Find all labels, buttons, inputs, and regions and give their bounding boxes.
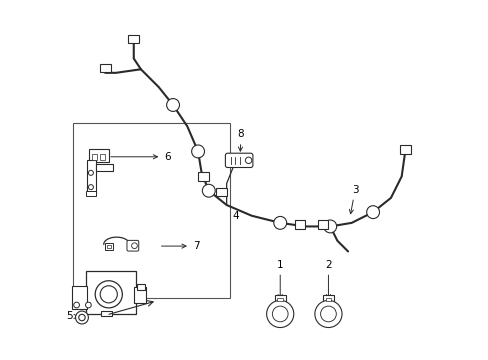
Bar <box>72 286 87 309</box>
Bar <box>101 311 111 316</box>
Circle shape <box>88 185 93 190</box>
Bar <box>89 149 108 162</box>
Bar <box>294 220 305 229</box>
Circle shape <box>74 302 80 308</box>
Circle shape <box>266 300 293 328</box>
Circle shape <box>191 145 204 158</box>
Bar <box>216 188 226 197</box>
Circle shape <box>245 157 251 163</box>
Text: 3: 3 <box>348 185 358 214</box>
Circle shape <box>131 243 137 249</box>
Bar <box>274 296 285 303</box>
Bar <box>100 154 104 159</box>
Bar <box>92 154 97 159</box>
Circle shape <box>202 184 215 197</box>
Text: 7: 7 <box>161 241 199 251</box>
Bar <box>399 145 410 154</box>
Bar <box>73 123 230 298</box>
Bar <box>87 160 96 194</box>
Bar <box>85 271 135 314</box>
Bar <box>106 245 111 248</box>
Circle shape <box>366 206 379 219</box>
FancyBboxPatch shape <box>127 240 139 251</box>
Text: 1: 1 <box>276 260 283 299</box>
Text: 8: 8 <box>237 129 244 151</box>
Circle shape <box>320 306 336 322</box>
Circle shape <box>314 300 341 328</box>
Bar <box>85 191 95 196</box>
Bar <box>317 220 328 229</box>
Circle shape <box>166 99 179 111</box>
Bar <box>277 297 283 301</box>
Bar <box>100 64 110 72</box>
Text: 4: 4 <box>231 211 238 221</box>
Circle shape <box>100 286 117 303</box>
Bar <box>134 287 146 303</box>
Bar <box>198 172 208 181</box>
Circle shape <box>95 281 122 308</box>
Text: 2: 2 <box>325 260 331 299</box>
Bar <box>128 35 139 43</box>
Text: 5: 5 <box>66 311 79 321</box>
Bar <box>95 164 113 171</box>
Circle shape <box>79 314 85 321</box>
Bar <box>325 297 331 301</box>
Circle shape <box>75 311 88 324</box>
Bar <box>105 243 113 249</box>
FancyBboxPatch shape <box>225 153 252 167</box>
Circle shape <box>273 216 286 229</box>
Text: 6: 6 <box>111 152 170 162</box>
Circle shape <box>88 170 93 175</box>
Circle shape <box>323 220 336 233</box>
Circle shape <box>85 302 91 308</box>
Bar <box>322 296 333 303</box>
Bar <box>137 284 144 290</box>
Circle shape <box>272 306 287 322</box>
